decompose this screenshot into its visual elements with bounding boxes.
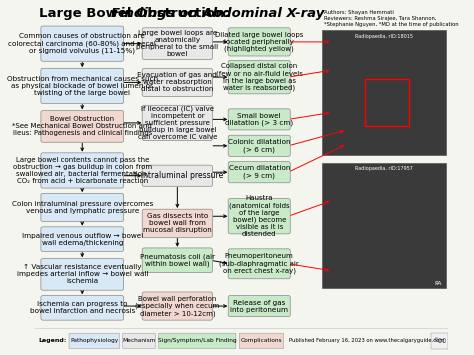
FancyBboxPatch shape bbox=[41, 26, 124, 61]
Text: Colonic dilatation
(> 6 cm): Colonic dilatation (> 6 cm) bbox=[228, 139, 291, 153]
Text: Large bowel contents cannot pass the
obstruction → gas buildup in colon from
swa: Large bowel contents cannot pass the obs… bbox=[13, 157, 152, 184]
FancyBboxPatch shape bbox=[142, 165, 212, 186]
FancyBboxPatch shape bbox=[142, 209, 212, 237]
FancyBboxPatch shape bbox=[41, 295, 124, 320]
Text: If ileocecal (IC) valve
incompetent or
sufficient pressure
buildup in large bowe: If ileocecal (IC) valve incompetent or s… bbox=[137, 106, 217, 140]
FancyBboxPatch shape bbox=[123, 333, 155, 349]
Text: Radiopaedia, rID:17957: Radiopaedia, rID:17957 bbox=[355, 166, 413, 171]
Text: Radiopaedia, rID:18015: Radiopaedia, rID:18015 bbox=[355, 34, 413, 39]
Text: Large Bowel Obstruction:: Large Bowel Obstruction: bbox=[39, 7, 234, 20]
FancyBboxPatch shape bbox=[142, 105, 212, 141]
Text: Ischemia can progress to
bowel infarction and necrosis: Ischemia can progress to bowel infarctio… bbox=[29, 301, 135, 314]
Text: Mechanism: Mechanism bbox=[122, 338, 156, 343]
FancyBboxPatch shape bbox=[228, 109, 290, 130]
Text: Bowel Obstruction
*See Mechanical Bowel Obstruction and
Ileus: Pathogenesis and : Bowel Obstruction *See Mechanical Bowel … bbox=[12, 116, 152, 136]
Text: Haustra
(anatomical folds
of the large
bowel) become
visible as it is
distended: Haustra (anatomical folds of the large b… bbox=[229, 195, 290, 237]
Text: ©○○: ©○○ bbox=[433, 338, 446, 344]
FancyBboxPatch shape bbox=[41, 153, 124, 188]
Text: Common causes of obstruction are
colorectal carcinoma (60-80%) and cecal
or sigm: Common causes of obstruction are colorec… bbox=[9, 33, 156, 54]
FancyBboxPatch shape bbox=[142, 68, 212, 97]
FancyBboxPatch shape bbox=[228, 28, 290, 56]
Text: ↑ Vascular resistance eventually
impedes arterial inflow → bowel wall
ischemia: ↑ Vascular resistance eventually impedes… bbox=[17, 264, 148, 284]
Text: Legend:: Legend: bbox=[39, 338, 67, 343]
FancyBboxPatch shape bbox=[41, 227, 124, 251]
FancyBboxPatch shape bbox=[69, 333, 119, 349]
FancyBboxPatch shape bbox=[228, 135, 290, 156]
Text: Evacuation of gas and
water reabsorption
distal to obstruction: Evacuation of gas and water reabsorption… bbox=[137, 72, 217, 92]
Text: Pathophysiology: Pathophysiology bbox=[70, 338, 118, 343]
FancyBboxPatch shape bbox=[41, 193, 124, 222]
FancyBboxPatch shape bbox=[41, 258, 124, 290]
Text: Cecum dilatation
(> 9 cm): Cecum dilatation (> 9 cm) bbox=[228, 165, 290, 179]
FancyBboxPatch shape bbox=[322, 163, 446, 289]
Text: Release of gas
into peritoneum: Release of gas into peritoneum bbox=[230, 300, 288, 312]
Text: Findings on Abdominal X-ray: Findings on Abdominal X-ray bbox=[111, 7, 325, 20]
FancyBboxPatch shape bbox=[41, 68, 124, 104]
Text: Published February 16, 2023 on www.thecalgaryguide.com: Published February 16, 2023 on www.theca… bbox=[289, 338, 445, 343]
Text: Pneumoperitoneum
(sub-diaphragmatic air
on erect chest x-ray): Pneumoperitoneum (sub-diaphragmatic air … bbox=[219, 253, 299, 274]
FancyBboxPatch shape bbox=[228, 295, 290, 317]
Text: Small bowel
dilatation (> 3 cm): Small bowel dilatation (> 3 cm) bbox=[225, 113, 293, 126]
Text: ↑ intraluminal pressure: ↑ intraluminal pressure bbox=[132, 171, 223, 180]
Text: Impaired venous outflow → bowel
wall edema/thickening: Impaired venous outflow → bowel wall ede… bbox=[22, 233, 143, 246]
FancyBboxPatch shape bbox=[142, 248, 212, 273]
FancyBboxPatch shape bbox=[228, 60, 290, 94]
Text: Complications: Complications bbox=[241, 338, 283, 343]
Text: Gas dissects into
bowel wall from
mucosal disruption: Gas dissects into bowel wall from mucosa… bbox=[143, 213, 212, 233]
Text: Obstruction from mechanical causes such
as physical blockade of bowel lumen or
t: Obstruction from mechanical causes such … bbox=[7, 76, 158, 96]
FancyBboxPatch shape bbox=[322, 29, 446, 155]
FancyBboxPatch shape bbox=[228, 249, 290, 279]
FancyBboxPatch shape bbox=[159, 333, 236, 349]
FancyBboxPatch shape bbox=[142, 28, 212, 60]
Text: Dilated large bowel loops
located peripherally
(highlighted yellow): Dilated large bowel loops located periph… bbox=[215, 32, 303, 52]
FancyBboxPatch shape bbox=[228, 162, 290, 183]
FancyBboxPatch shape bbox=[239, 333, 284, 349]
FancyBboxPatch shape bbox=[41, 110, 124, 142]
Text: PA: PA bbox=[435, 281, 442, 286]
FancyBboxPatch shape bbox=[142, 292, 212, 320]
Text: Sign/Symptom/Lab Finding: Sign/Symptom/Lab Finding bbox=[158, 338, 237, 343]
Text: Authors: Shayan Hemmati
Reviewers: Reshma Sirajee, Tara Shannon,
*Stephanie Nguy: Authors: Shayan Hemmati Reviewers: Reshm… bbox=[324, 10, 459, 27]
Text: Collapsed distal colon
(few or no air-fluid levels
in the large bowel as
water i: Collapsed distal colon (few or no air-fl… bbox=[216, 63, 303, 91]
Text: Pneumatosis coli (air
within bowel wall): Pneumatosis coli (air within bowel wall) bbox=[140, 253, 215, 267]
Text: Bowel wall perforation
(especially when cecum
diameter > 10-12cm): Bowel wall perforation (especially when … bbox=[135, 296, 219, 317]
FancyBboxPatch shape bbox=[431, 333, 448, 349]
Text: Large bowel loops are
anatomically
peripheral to the small
bowel: Large bowel loops are anatomically perip… bbox=[137, 30, 219, 57]
FancyBboxPatch shape bbox=[228, 199, 290, 234]
Text: Colon intraluminal pressure overcomes
venous and lymphatic pressure: Colon intraluminal pressure overcomes ve… bbox=[11, 201, 153, 214]
